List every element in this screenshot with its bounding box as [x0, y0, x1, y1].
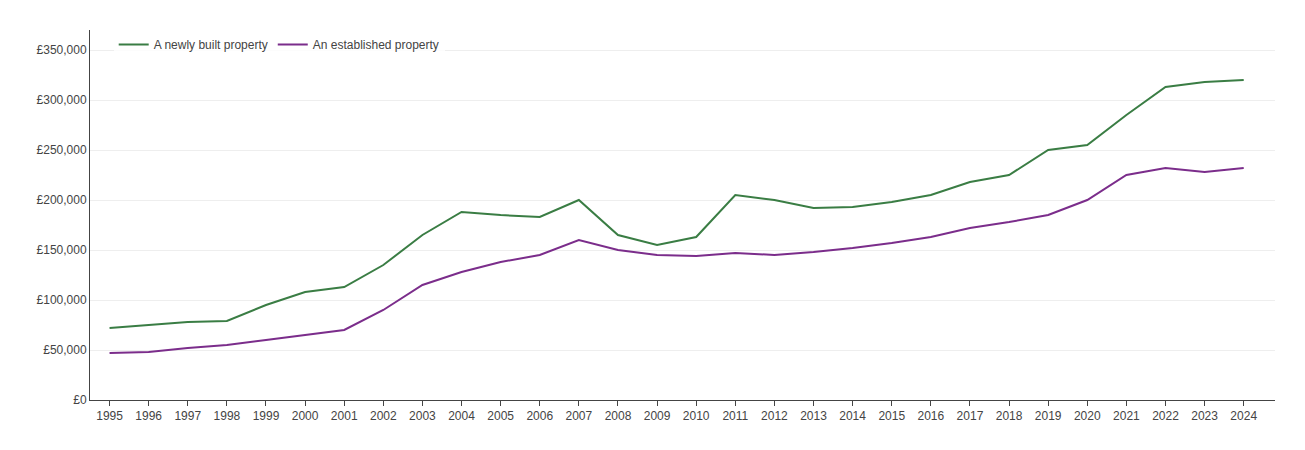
- svg-text:1995: 1995: [96, 409, 123, 423]
- svg-text:2000: 2000: [292, 409, 319, 423]
- svg-text:2018: 2018: [996, 409, 1023, 423]
- svg-text:2015: 2015: [878, 409, 905, 423]
- svg-text:1996: 1996: [135, 409, 162, 423]
- svg-text:2011: 2011: [722, 409, 748, 423]
- svg-text:2010: 2010: [683, 409, 710, 423]
- svg-text:2020: 2020: [1074, 409, 1101, 423]
- svg-text:2019: 2019: [1035, 409, 1062, 423]
- svg-text:£200,000: £200,000: [37, 193, 87, 207]
- svg-text:2006: 2006: [526, 409, 553, 423]
- svg-text:2016: 2016: [917, 409, 944, 423]
- svg-text:2005: 2005: [487, 409, 514, 423]
- svg-text:2012: 2012: [761, 409, 788, 423]
- svg-text:£300,000: £300,000: [37, 93, 87, 107]
- svg-text:£50,000: £50,000: [43, 343, 87, 357]
- svg-text:£100,000: £100,000: [37, 293, 87, 307]
- svg-text:2008: 2008: [605, 409, 632, 423]
- svg-text:2003: 2003: [409, 409, 436, 423]
- svg-text:1997: 1997: [174, 409, 201, 423]
- svg-text:2024: 2024: [1230, 409, 1257, 423]
- svg-text:£0: £0: [73, 393, 87, 407]
- svg-text:2014: 2014: [839, 409, 866, 423]
- svg-text:1998: 1998: [214, 409, 241, 423]
- svg-text:2017: 2017: [957, 409, 984, 423]
- svg-text:2007: 2007: [566, 409, 593, 423]
- svg-text:2009: 2009: [644, 409, 671, 423]
- svg-text:£150,000: £150,000: [37, 243, 87, 257]
- svg-text:1999: 1999: [253, 409, 280, 423]
- svg-text:2001: 2001: [331, 409, 358, 423]
- svg-text:2023: 2023: [1191, 409, 1218, 423]
- svg-text:An established property: An established property: [313, 38, 439, 52]
- svg-text:2013: 2013: [800, 409, 827, 423]
- svg-text:2022: 2022: [1152, 409, 1179, 423]
- svg-text:£350,000: £350,000: [37, 43, 87, 57]
- svg-text:A newly built property: A newly built property: [154, 38, 268, 52]
- svg-text:2002: 2002: [370, 409, 397, 423]
- svg-text:2021: 2021: [1113, 409, 1140, 423]
- svg-text:£250,000: £250,000: [37, 143, 87, 157]
- svg-text:2004: 2004: [448, 409, 475, 423]
